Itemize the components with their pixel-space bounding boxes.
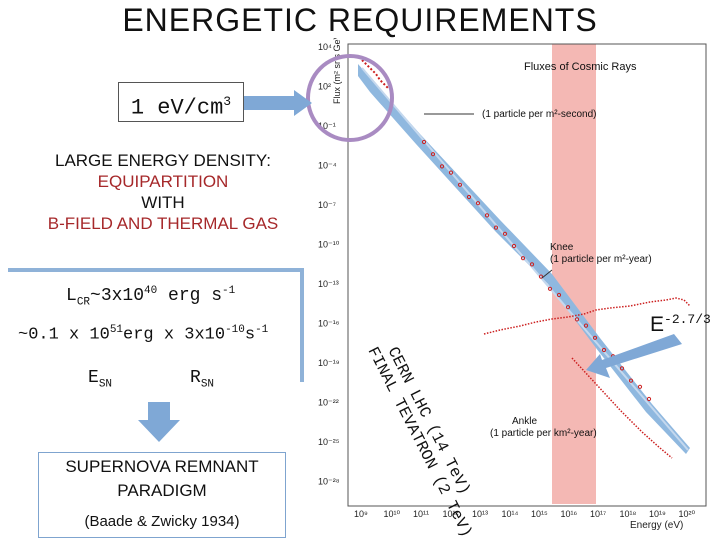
x-tick-label: 10¹³ [472, 509, 488, 519]
data-point [619, 366, 625, 371]
lede-line3: WITH [141, 193, 185, 212]
spectral-index-arrow [586, 334, 682, 378]
data-point [448, 170, 454, 175]
data-point [574, 317, 580, 322]
y-tick-label: 10⁻¹⁰ [318, 240, 340, 250]
x-tick-label: 10¹¹ [413, 509, 429, 519]
energy-density-exp: 3 [223, 94, 232, 109]
x-tick-label: 10¹⁶ [561, 509, 578, 519]
lede-line4: B-FIELD AND THERMAL GAS [47, 214, 279, 233]
sn-energy-label: ESN [88, 368, 113, 391]
y-tick-label: 10² [318, 82, 331, 92]
x-tick-label: 10¹⁵ [531, 509, 548, 519]
energy-arrow [240, 90, 312, 116]
ann-knee-sub: (1 particle per m²-year) [550, 254, 652, 265]
data-point [583, 323, 589, 328]
cosmic-ray-flux-chart: 10⁴ 10² 10⁻¹ 10⁻⁴ 10⁻⁷ 10⁻¹⁰ 10⁻¹³ 10⁻¹⁶ 10⁻¹⁹ 10… [300, 38, 712, 536]
paradigm-citation: (Baade & Zwicky 1934) [84, 513, 240, 530]
data-point [484, 213, 490, 218]
highlight-band [552, 44, 596, 504]
x-tick-label: 10¹⁴ [502, 509, 519, 519]
paradigm-line2: PARADIGM [117, 481, 207, 500]
data-point [565, 305, 571, 310]
cr-luminosity: LCR~3x1040 erg s-1 [66, 285, 236, 309]
plot-frame [347, 43, 707, 507]
data-points [421, 139, 652, 402]
x-tick-label: 10⁹ [354, 509, 368, 519]
highlight-circle [306, 54, 394, 142]
y-tick-label: 10⁻¹⁹ [318, 358, 340, 368]
y-axis-label: Flux (m² sr s GeV)⁻¹ [332, 38, 342, 104]
data-point [529, 262, 535, 267]
data-point [547, 286, 553, 291]
y-tick-label: 10⁻¹ [318, 121, 336, 131]
data-series-flat [483, 297, 691, 335]
y-tick-label: 10⁻²² [318, 398, 339, 408]
data-point [520, 256, 526, 261]
data-point [466, 194, 472, 200]
x-tick-label: 10¹⁸ [620, 509, 637, 519]
data-point [628, 378, 634, 383]
ann-knee-pointer [541, 269, 553, 279]
x-tick-label: 10¹⁷ [590, 509, 606, 519]
y-tick-label: 10⁻⁷ [318, 200, 336, 210]
ann-knee-title: Knee [550, 242, 574, 253]
x-tick-label: 10²⁰ [679, 509, 696, 519]
data-points-low-energy [361, 59, 389, 89]
y-tick-label: 10⁴ [318, 42, 332, 52]
energy-density-value: 1 eV/cm [130, 95, 224, 121]
y-tick-label: 10⁻¹⁶ [318, 319, 340, 329]
data-point [439, 164, 445, 169]
ann-top: (1 particle per m²-second) [482, 109, 596, 120]
data-point [502, 231, 508, 236]
x-axis-label: Energy (eV) [630, 520, 683, 531]
data-point [646, 396, 652, 402]
sn-rate-label: RSN [190, 368, 215, 391]
luminosity-bracket [8, 268, 304, 382]
down-arrow [138, 402, 180, 442]
ann-ankle-title: Ankle [512, 416, 537, 427]
y-tick-labels: 10⁴ 10² 10⁻¹ 10⁻⁴ 10⁻⁷ 10⁻¹⁰ 10⁻¹³ 10⁻¹⁶ 10⁻¹⁹ 10… [318, 42, 340, 487]
equipartition-text: LARGE ENERGY DENSITY: EQUIPARTITION WITH… [18, 150, 308, 234]
snr-paradigm-box: SUPERNOVA REMNANT PARADIGM (Baade & Zwic… [38, 452, 286, 538]
lede-line2: EQUIPARTITION [97, 172, 229, 191]
data-point [601, 347, 607, 353]
data-point [556, 292, 562, 298]
data-point [511, 243, 517, 249]
y-tick-label: 10⁻⁴ [318, 161, 337, 171]
energy-rate-formula: ~0.1 x 1051erg x 3x10-10s-1 [18, 324, 269, 345]
x-tick-label: 10¹⁰ [384, 509, 401, 519]
paradigm-line1: SUPERNOVA REMNANT [65, 457, 259, 476]
x-tick-labels: 10⁹ 10¹⁰ 10¹¹ 10¹² 10¹³ 10¹⁴ 10¹⁵ 10¹⁶ 10¹⁷ 10¹⁸ 1… [354, 509, 696, 519]
lede-line1: LARGE ENERGY DENSITY: [54, 151, 272, 170]
data-point [592, 335, 598, 340]
spectrum-centerline [361, 67, 689, 451]
page-title: ENERGETIC REQUIREMENTS [122, 2, 598, 38]
data-point [493, 225, 499, 230]
data-point [430, 152, 436, 157]
data-point [421, 139, 427, 145]
x-tick-label: 10¹⁹ [649, 509, 666, 519]
data-point [538, 274, 544, 279]
ann-ankle-sub: (1 particle per km²-year) [490, 428, 597, 439]
y-tick-label: 10⁻²⁸ [318, 477, 340, 487]
spectral-index-label: E-2.7/3 [650, 312, 711, 336]
y-tick-label: 10⁻¹³ [318, 279, 339, 289]
y-tick-label: 10⁻²⁵ [318, 437, 340, 447]
chart-title: Fluxes of Cosmic Rays [524, 61, 637, 73]
x-tick-label: 10¹² [443, 509, 459, 519]
data-point [637, 384, 643, 389]
data-point [475, 201, 481, 206]
energy-density-box: 1 eV/cm3 [118, 82, 244, 122]
data-point [457, 182, 463, 187]
